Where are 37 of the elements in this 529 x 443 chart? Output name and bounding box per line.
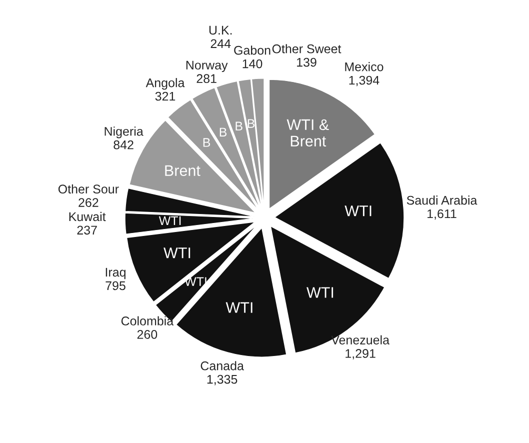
slice-label: Norway [186,60,228,72]
data-label: 321 [155,92,176,101]
data-label: 237 [77,226,97,235]
data-label: 244 [210,39,231,48]
text: WTI [164,248,190,258]
text: WTI [344,206,372,216]
text: Brent [165,165,200,176]
data-label: 1,611 [428,209,456,220]
slice-label: Saudi Arabia [406,196,478,205]
slice-label: Other Sour [58,184,119,194]
text: WTI [306,287,334,298]
slice-label: Gabon [234,46,270,55]
data-label: 260 [137,330,158,339]
text: B [220,128,227,136]
data-label: 139 [297,58,316,67]
text: B [248,119,255,128]
data-label: 1,291 [346,349,376,360]
data-label: 842 [114,140,134,150]
slice-label: Iraq [106,268,126,280]
data-label: 795 [106,281,126,290]
slice-label: U.K. [209,26,232,35]
text: WTI & Brent [286,119,329,147]
data-label: 262 [78,198,98,207]
slice-label: Other Sweet [272,44,342,54]
data-label: 1,394 [349,76,380,86]
slice-label: Nigeria [104,126,144,138]
data-label: 140 [242,59,262,68]
text: B [236,122,242,130]
text: WTI [226,302,252,313]
text: WTI [158,216,181,225]
slice-label: Kuwait [69,212,106,222]
slice-label: Angola [146,78,185,90]
data-label: 1,335 [207,374,238,386]
slice-label: Canada [200,361,244,370]
text: B [203,138,210,147]
data-label: 281 [196,74,216,84]
slice-label: Mexico [345,62,384,72]
